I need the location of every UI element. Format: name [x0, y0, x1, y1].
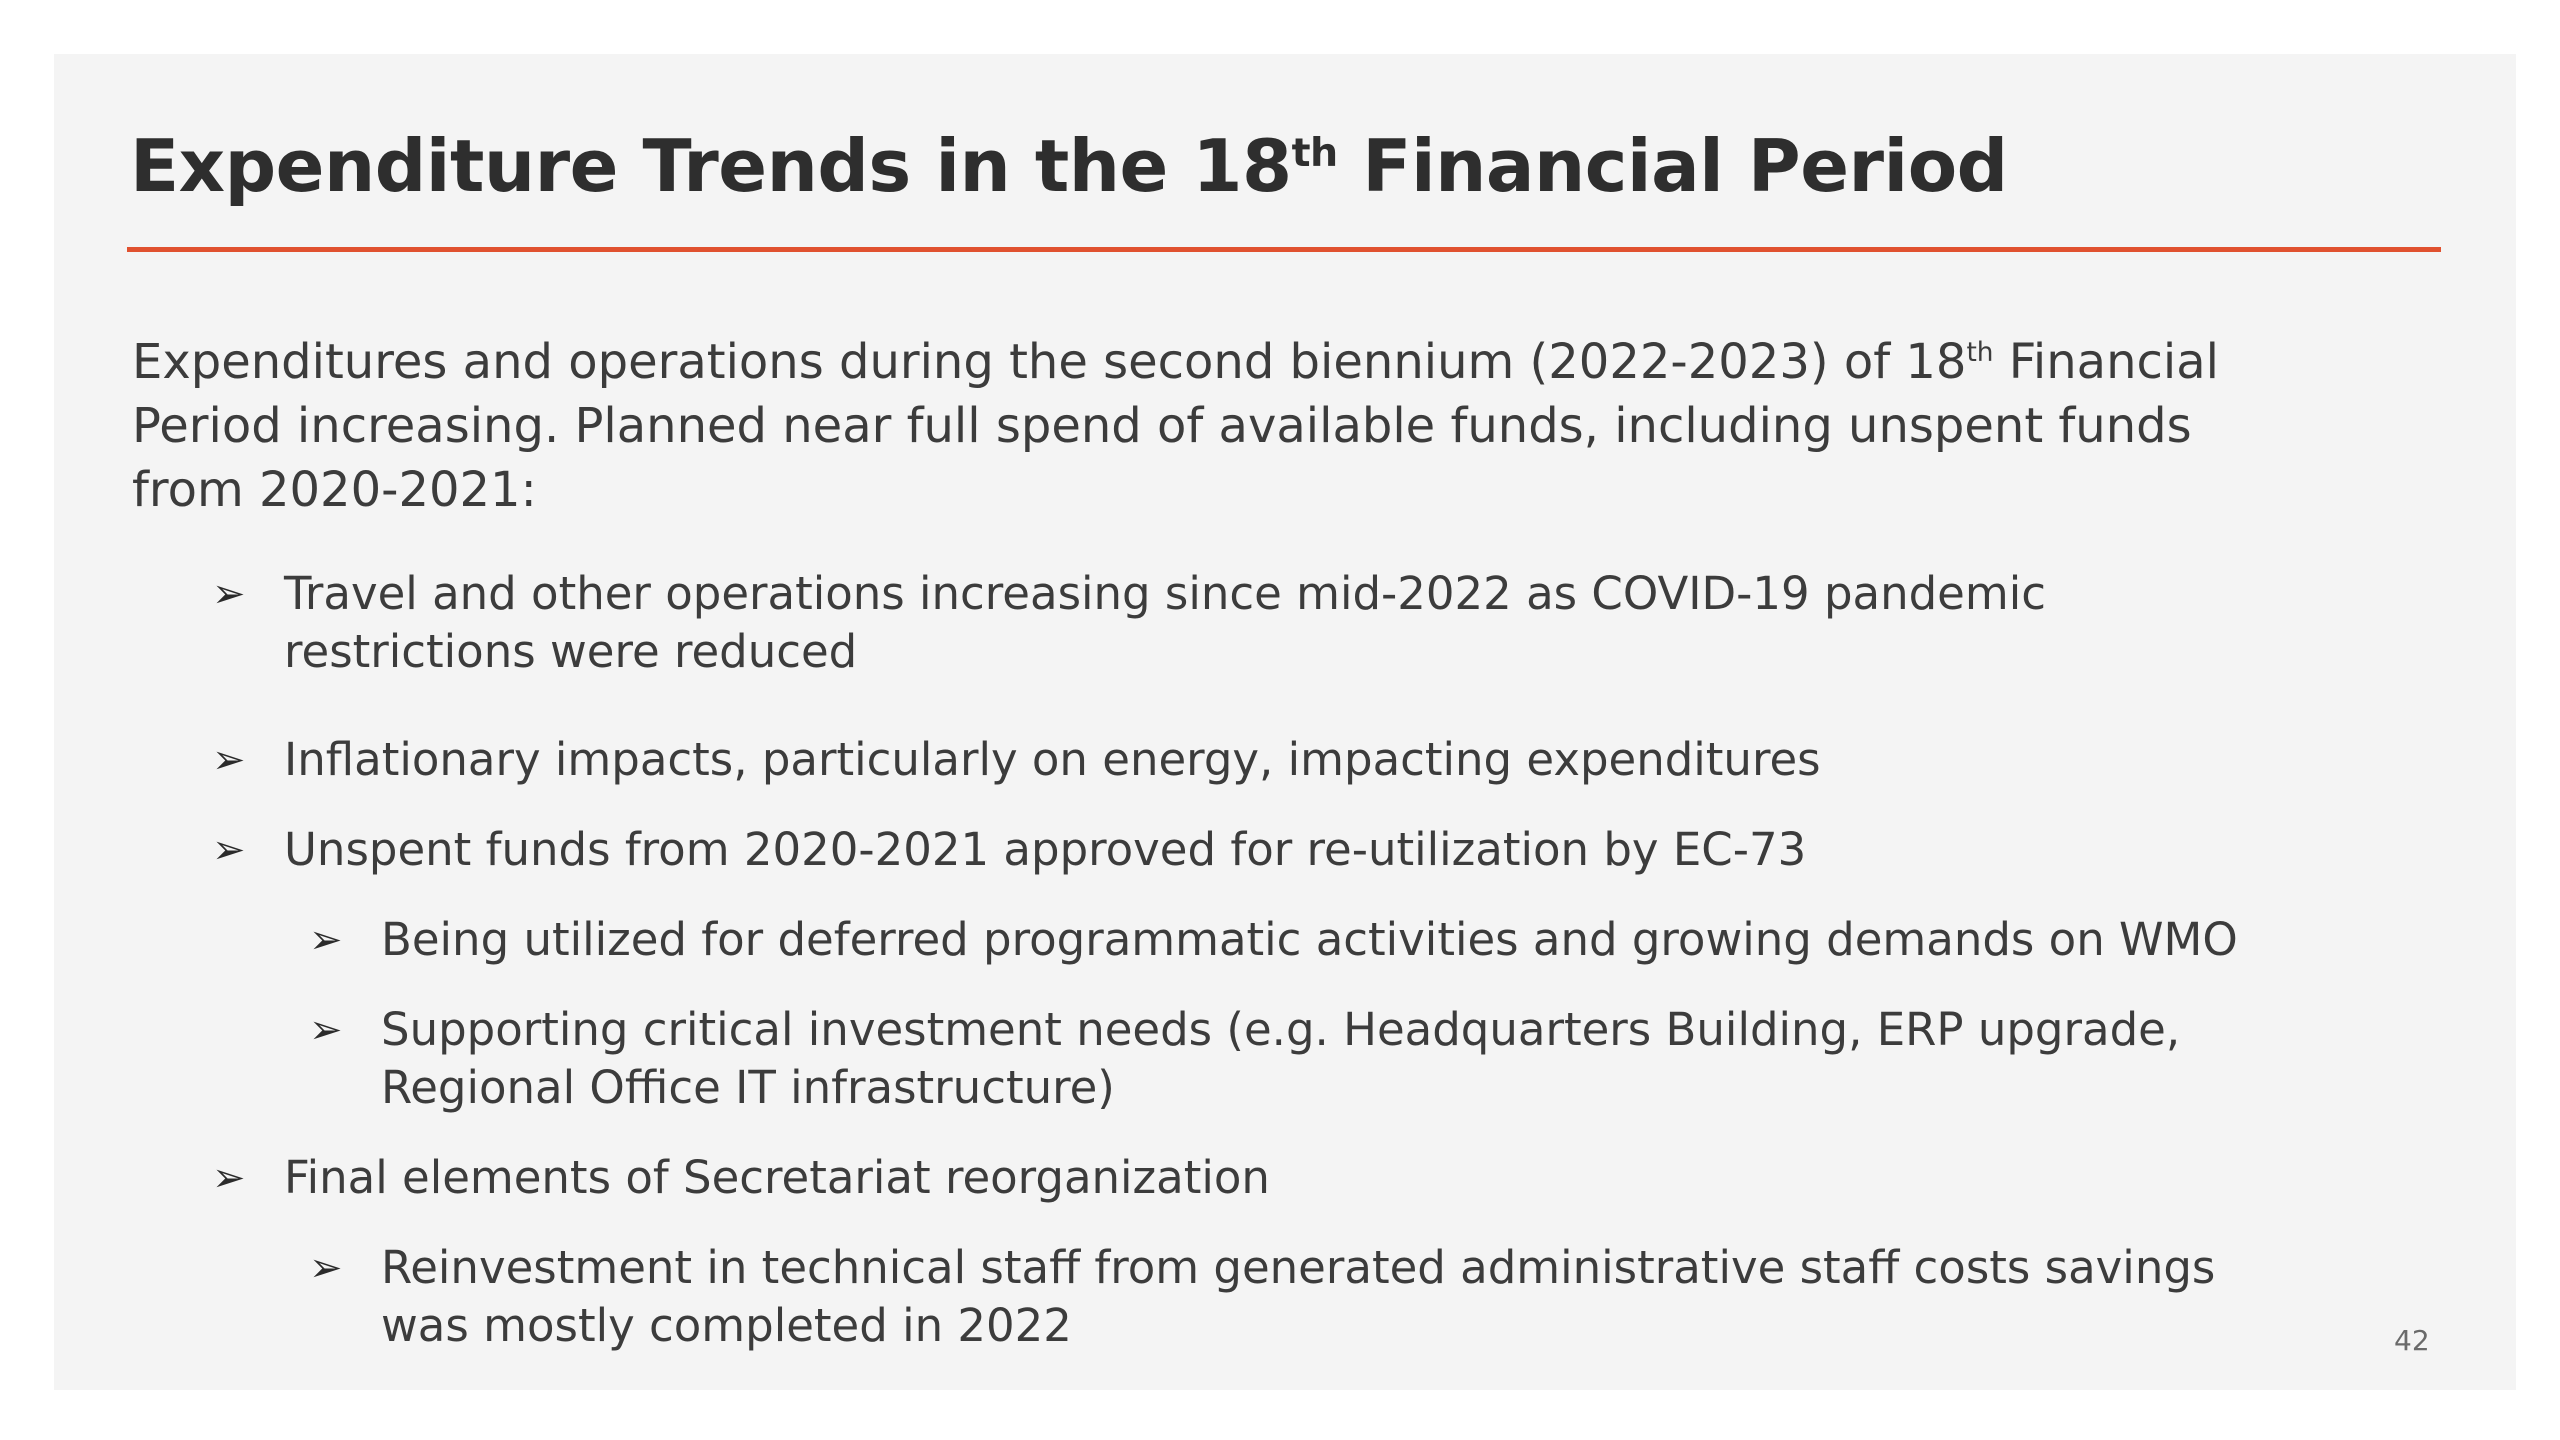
- sub-bullet-item: ➢ Being utilized for deferred programmat…: [309, 911, 2261, 969]
- arrow-bullet-icon: ➢: [212, 1155, 246, 1201]
- bullet-text: Travel and other operations increasing s…: [284, 567, 2046, 678]
- arrow-bullet-icon: ➢: [212, 827, 246, 873]
- arrow-bullet-icon: ➢: [309, 1245, 343, 1291]
- bullet-text: Final elements of Secretariat reorganiza…: [284, 1151, 1270, 1204]
- bullet-text: Being utilized for deferred programmatic…: [381, 913, 2238, 966]
- bullet-item: ➢ Unspent funds from 2020-2021 approved …: [212, 821, 2264, 879]
- arrow-bullet-icon: ➢: [212, 571, 246, 617]
- slide-title: Expenditure Trends in the 18th Financial…: [130, 124, 2008, 208]
- bullet-text: Unspent funds from 2020-2021 approved fo…: [284, 823, 1807, 876]
- bullet-text: Reinvestment in technical staff from gen…: [381, 1241, 2216, 1352]
- sub-bullet-item: ➢ Reinvestment in technical staff from g…: [309, 1239, 2261, 1355]
- intro-paragraph: Expenditures and operations during the s…: [132, 334, 2219, 518]
- arrow-bullet-icon: ➢: [309, 1007, 343, 1053]
- page-number: 42: [2394, 1324, 2430, 1357]
- arrow-bullet-icon: ➢: [212, 737, 246, 783]
- bullet-item: ➢ Final elements of Secretariat reorgani…: [212, 1149, 2264, 1207]
- sub-bullet-item: ➢ Supporting critical investment needs (…: [309, 1001, 2261, 1117]
- title-underline: [127, 247, 2441, 252]
- bullet-text: Supporting critical investment needs (e.…: [381, 1003, 2181, 1114]
- slide: Expenditure Trends in the 18th Financial…: [54, 54, 2516, 1390]
- bullet-text: Inflationary impacts, particularly on en…: [284, 733, 1821, 786]
- bullet-item: ➢ Inflationary impacts, particularly on …: [212, 731, 2264, 789]
- arrow-bullet-icon: ➢: [309, 917, 343, 963]
- bullet-item: ➢ Travel and other operations increasing…: [212, 565, 2264, 681]
